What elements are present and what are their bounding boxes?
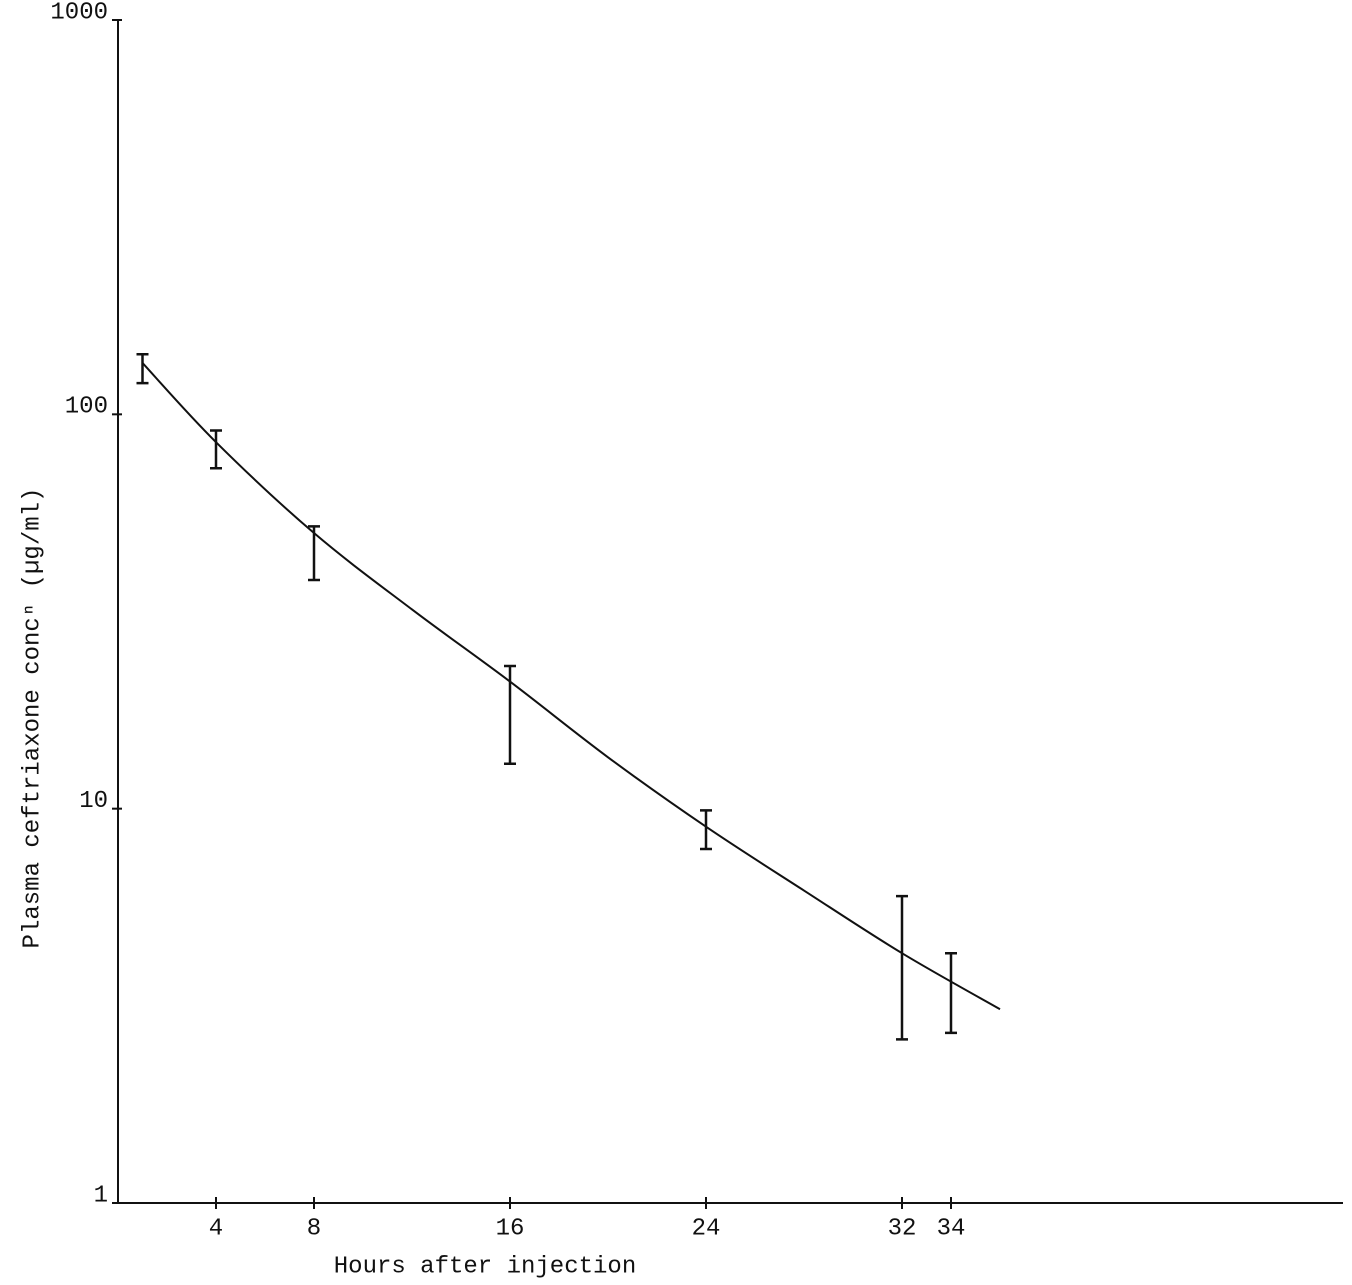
x-tick-label: 24 [692, 1215, 721, 1242]
x-tick-label: 32 [888, 1215, 917, 1242]
x-tick-label: 8 [307, 1215, 321, 1242]
x-tick-label: 34 [937, 1215, 966, 1242]
error-bar [210, 429, 222, 470]
fit-curve [141, 362, 1001, 1011]
error-bar [700, 809, 712, 851]
y-tick-label: 10 [79, 788, 108, 815]
y-axis-label: Plasma ceftriaxone concⁿ (µg/ml) [19, 488, 46, 949]
error-bar [136, 353, 149, 385]
x-tick-label: 4 [209, 1215, 223, 1242]
error-bar [308, 525, 320, 582]
y-tick-label: 1 [94, 1182, 108, 1209]
x-axis-label: Hours after injection [334, 1253, 636, 1280]
error-bar [945, 951, 957, 1035]
error-bar [896, 894, 908, 1041]
y-tick-label: 1000 [50, 0, 108, 26]
y-tick-label: 100 [65, 394, 108, 421]
x-tick-label: 16 [496, 1215, 525, 1242]
